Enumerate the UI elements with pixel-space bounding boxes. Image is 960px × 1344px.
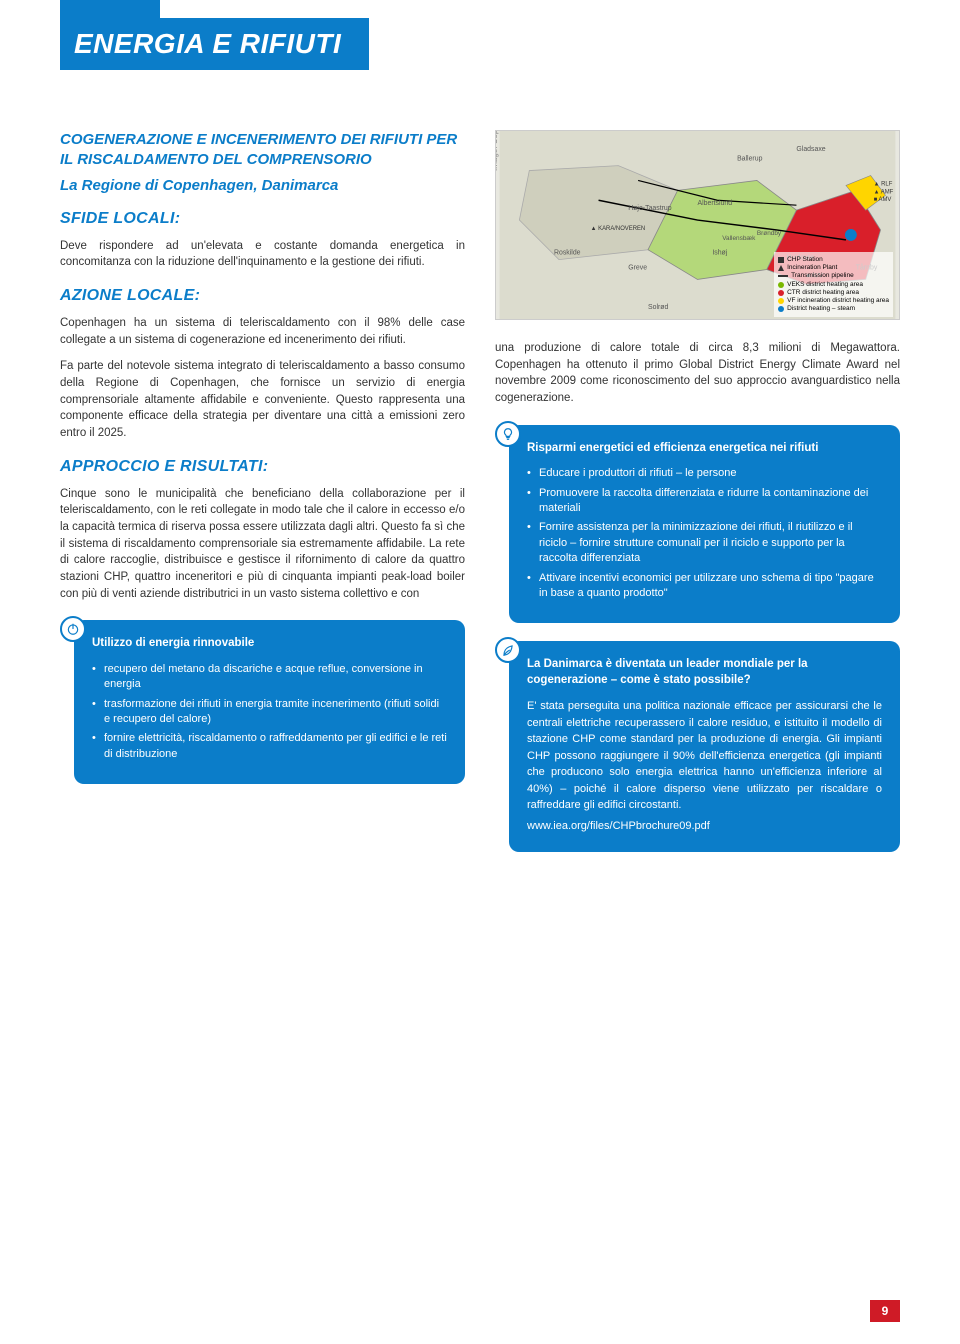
svg-text:Solrød: Solrød (648, 304, 669, 311)
svg-text:▲ AMF: ▲ AMF (874, 189, 894, 195)
callout-denmark-body: E' stata perseguita una politica naziona… (527, 698, 882, 814)
accent-bar (60, 0, 160, 18)
subtitle-region: La Regione di Copenhagen, Danimarca (60, 177, 465, 194)
list-item: trasformazione dei rifiuti in energia tr… (92, 697, 447, 728)
map-credit: Image: Copenhagen Energy (495, 130, 499, 171)
page-number: 9 (870, 1300, 900, 1322)
text-right-1: una produzione di calore totale di circa… (495, 340, 900, 407)
svg-text:■ AMV: ■ AMV (874, 197, 892, 203)
list-item: Promuovere la raccolta differenziata e r… (527, 486, 882, 517)
right-column: Image: Copenhagen Energy Ballerup Albert… (495, 130, 900, 852)
list-item: Educare i produttori di rifiuti – le per… (527, 466, 882, 481)
callout-denmark-url: www.iea.org/files/CHPbrochure09.pdf (527, 818, 882, 835)
callout-denmark-title: La Danimarca è diventata un leader mondi… (527, 657, 882, 688)
svg-text:▲ RLF: ▲ RLF (874, 181, 893, 187)
callout-renewable-title: Utilizzo di energia rinnovabile (92, 636, 447, 652)
map-legend: CHP Station Incineration Plant Transmiss… (774, 252, 893, 317)
list-item: Fornire assistenza per la minimizzazione… (527, 520, 882, 566)
title-band: ENERGIA E RIFIUTI (60, 18, 369, 70)
text-approccio: Cinque sono le municipalità che benefici… (60, 486, 465, 603)
text-azione-2: Fa parte del notevole sistema integrato … (60, 358, 465, 441)
bulb-icon (495, 421, 521, 447)
svg-text:Greve: Greve (628, 265, 647, 272)
svg-text:Albertslund: Albertslund (698, 200, 733, 207)
text-azione-1: Copenhagen ha un sistema di teleriscalda… (60, 315, 465, 348)
callout-efficiency-list: Educare i produttori di rifiuti – le per… (527, 466, 882, 601)
legend-item: CHP Station (778, 256, 889, 264)
legend-item: Transmission pipeline (778, 272, 889, 280)
svg-text:Ballerup: Ballerup (737, 156, 762, 163)
legend-item: VEKS district heating area (778, 281, 889, 289)
svg-text:Roskilde: Roskilde (554, 250, 581, 257)
callout-renewable: Utilizzo di energia rinnovabile recupero… (74, 620, 465, 784)
power-icon (60, 616, 86, 642)
text-sfide: Deve rispondere ad un'elevata e costante… (60, 238, 465, 271)
legend-item: Incineration Plant (778, 264, 889, 272)
subtitle-main: COGENERAZIONE E INCENERIMENTO DEI RIFIUT… (60, 130, 465, 171)
list-item: fornire elettricità, riscaldamento o raf… (92, 731, 447, 762)
callout-efficiency: Risparmi energetici ed efficienza energe… (509, 425, 900, 624)
list-item: recupero del metano da discariche e acqu… (92, 662, 447, 693)
page: ENERGIA E RIFIUTI COGENERAZIONE E INCENE… (0, 0, 960, 1344)
legend-item: VF incineration district heating area (778, 297, 889, 305)
heading-azione: AZIONE LOCALE: (60, 287, 465, 305)
callout-efficiency-title: Risparmi energetici ed efficienza energe… (527, 441, 882, 457)
svg-text:Høje-Taastrup: Høje-Taastrup (628, 205, 672, 212)
svg-text:▲ KARA/NOVEREN: ▲ KARA/NOVEREN (591, 226, 646, 232)
map-copenhagen: Image: Copenhagen Energy Ballerup Albert… (495, 130, 900, 320)
legend-item: District heating – steam (778, 305, 889, 313)
svg-text:Brøndby: Brøndby (757, 230, 782, 237)
heading-approccio: APPROCCIO E RISULTATI: (60, 458, 465, 476)
left-column: COGENERAZIONE E INCENERIMENTO DEI RIFIUT… (60, 130, 465, 852)
svg-text:Vallensbæk: Vallensbæk (722, 235, 756, 242)
callout-denmark: La Danimarca è diventata un leader mondi… (509, 641, 900, 852)
svg-text:Ishøj: Ishøj (712, 250, 727, 257)
legend-item: CTR district heating area (778, 289, 889, 297)
heading-sfide: SFIDE LOCALI: (60, 210, 465, 228)
leaf-icon (495, 637, 521, 663)
list-item: Attivare incentivi economici per utilizz… (527, 571, 882, 602)
page-title: ENERGIA E RIFIUTI (74, 28, 341, 60)
svg-text:Gladsaxe: Gladsaxe (796, 146, 825, 153)
callout-renewable-list: recupero del metano da discariche e acqu… (92, 662, 447, 762)
content-columns: COGENERAZIONE E INCENERIMENTO DEI RIFIUT… (60, 130, 900, 852)
